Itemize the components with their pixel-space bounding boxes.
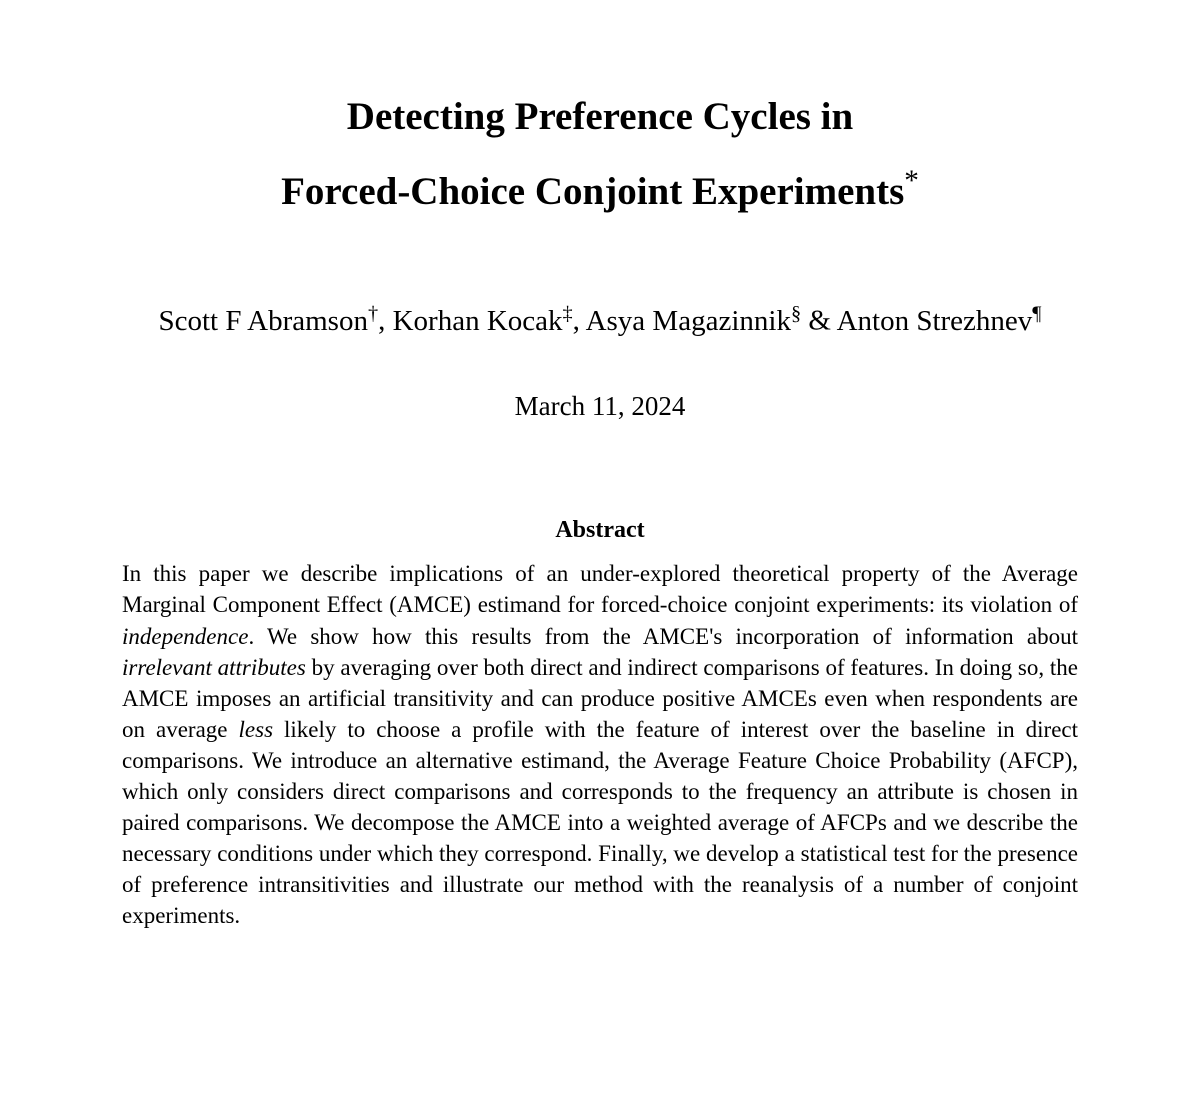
author-sep-2: ,: [573, 305, 586, 337]
author-list: Scott F Abramson†, Korhan Kocak‡, Asya M…: [90, 299, 1110, 341]
author-4: Anton Strezhnev¶: [837, 305, 1042, 337]
abstract-seg2: . We show how this results from the AMCE…: [248, 624, 1078, 649]
abstract-seg1: In this paper we describe implications o…: [122, 561, 1078, 617]
abstract-em3: less: [239, 717, 274, 742]
abstract-em1: independence: [122, 624, 248, 649]
title-line-2-text: Forced-Choice Conjoint Experiments: [281, 170, 904, 213]
title-footnote-mark: *: [904, 165, 919, 197]
author-3-name: Asya Magazinnik: [586, 305, 791, 337]
author-1-name: Scott F Abramson: [159, 305, 368, 337]
title-line-1: Detecting Preference Cycles in: [90, 80, 1110, 154]
abstract-body: In this paper we describe implications o…: [122, 558, 1078, 931]
author-2-mark: ‡: [563, 302, 573, 324]
paper-date: March 11, 2024: [90, 391, 1110, 422]
author-sep-1: ,: [378, 305, 393, 337]
abstract-heading: Abstract: [122, 517, 1078, 544]
author-4-name: Anton Strezhnev: [837, 305, 1033, 337]
author-3-mark: §: [791, 302, 801, 324]
author-4-mark: ¶: [1032, 302, 1041, 324]
author-sep-3: &: [801, 305, 836, 337]
abstract-em2: irrelevant attributes: [122, 655, 306, 680]
abstract-seg4: likely to choose a profile with the feat…: [122, 717, 1078, 928]
author-1-mark: †: [368, 302, 378, 324]
paper-title: Detecting Preference Cycles in Forced-Ch…: [90, 80, 1110, 229]
author-1: Scott F Abramson†: [159, 305, 379, 337]
abstract: Abstract In this paper we describe impli…: [90, 517, 1110, 931]
author-2-name: Korhan Kocak: [393, 305, 563, 337]
author-3: Asya Magazinnik§: [586, 305, 802, 337]
author-2: Korhan Kocak‡: [393, 305, 573, 337]
title-line-2: Forced-Choice Conjoint Experiments*: [90, 154, 1110, 229]
